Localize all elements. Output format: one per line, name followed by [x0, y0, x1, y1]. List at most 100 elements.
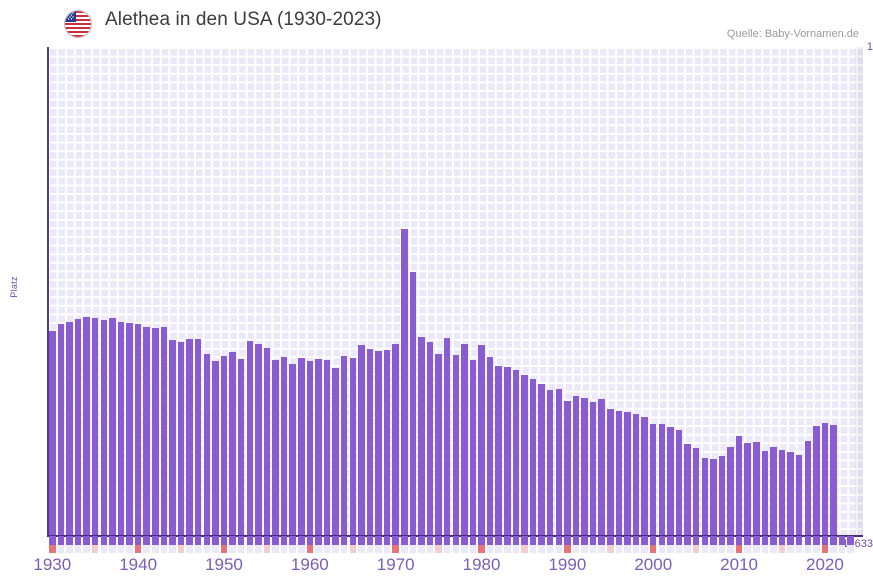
- bar[interactable]: [469, 359, 477, 536]
- bar[interactable]: [727, 446, 734, 536]
- x-axis-tick: [641, 536, 648, 545]
- bar[interactable]: [684, 444, 691, 536]
- bar[interactable]: [478, 345, 485, 536]
- bar[interactable]: [735, 435, 743, 536]
- bar[interactable]: [641, 416, 648, 536]
- bar[interactable]: [143, 326, 150, 536]
- bar[interactable]: [57, 324, 65, 536]
- bar[interactable]: [624, 411, 631, 536]
- bar[interactable]: [546, 390, 554, 536]
- bar[interactable]: [512, 370, 520, 536]
- bar[interactable]: [770, 446, 777, 536]
- bar[interactable]: [804, 440, 812, 536]
- bar[interactable]: [83, 316, 90, 536]
- bar[interactable]: [169, 339, 176, 536]
- bar[interactable]: [203, 353, 211, 536]
- bar[interactable]: [658, 424, 666, 536]
- bar[interactable]: [667, 427, 674, 536]
- bar[interactable]: [830, 425, 837, 536]
- bar[interactable]: [761, 450, 769, 536]
- bar[interactable]: [581, 397, 588, 536]
- bar[interactable]: [795, 454, 803, 536]
- bar[interactable]: [598, 399, 605, 536]
- bar[interactable]: [160, 327, 168, 536]
- bar[interactable]: [109, 318, 116, 536]
- x-axis-tick: [504, 536, 511, 545]
- bar[interactable]: [538, 383, 545, 536]
- bar[interactable]: [504, 367, 511, 536]
- bar[interactable]: [461, 343, 468, 536]
- bar[interactable]: [521, 374, 528, 536]
- bar[interactable]: [443, 338, 451, 536]
- bar[interactable]: [186, 339, 193, 536]
- bar[interactable]: [237, 358, 245, 536]
- bar[interactable]: [340, 356, 348, 536]
- bar[interactable]: [813, 425, 820, 536]
- bar[interactable]: [349, 357, 356, 536]
- bar[interactable]: [117, 321, 125, 536]
- bar[interactable]: [263, 348, 271, 536]
- bar[interactable]: [366, 349, 374, 536]
- bar[interactable]: [632, 413, 640, 536]
- bar[interactable]: [229, 352, 236, 536]
- bar[interactable]: [100, 319, 108, 536]
- bar[interactable]: [134, 324, 142, 536]
- x-axis-decade-marker: [589, 545, 597, 553]
- bar[interactable]: [220, 355, 228, 536]
- bar[interactable]: [650, 424, 657, 536]
- bar[interactable]: [91, 318, 99, 536]
- bar[interactable]: [358, 345, 365, 536]
- x-axis-decade-marker: [289, 545, 296, 553]
- bar[interactable]: [821, 423, 829, 536]
- bar[interactable]: [332, 367, 339, 536]
- bar[interactable]: [409, 272, 417, 536]
- bar[interactable]: [675, 429, 683, 536]
- bar[interactable]: [589, 401, 597, 536]
- bar[interactable]: [323, 359, 331, 536]
- bar[interactable]: [435, 354, 442, 536]
- bar[interactable]: [289, 363, 296, 536]
- bar[interactable]: [66, 321, 73, 536]
- bar[interactable]: [74, 318, 82, 536]
- x-axis-decade-marker: [753, 545, 760, 553]
- bar[interactable]: [212, 360, 219, 536]
- bar[interactable]: [280, 357, 288, 536]
- bar[interactable]: [529, 378, 537, 536]
- bar[interactable]: [564, 400, 571, 536]
- bar[interactable]: [615, 411, 623, 536]
- x-axis-tick: [821, 536, 829, 545]
- bar[interactable]: [787, 451, 794, 536]
- bar[interactable]: [375, 350, 382, 536]
- bar[interactable]: [255, 343, 262, 536]
- bar[interactable]: [194, 338, 202, 536]
- bar[interactable]: [572, 396, 580, 536]
- bar[interactable]: [701, 457, 708, 536]
- bar[interactable]: [177, 341, 185, 536]
- bar[interactable]: [152, 328, 159, 536]
- bar[interactable]: [306, 361, 314, 536]
- bar[interactable]: [778, 449, 786, 536]
- bar[interactable]: [49, 331, 56, 536]
- bar[interactable]: [315, 358, 322, 536]
- bar[interactable]: [298, 357, 305, 536]
- bar[interactable]: [418, 336, 425, 536]
- bar[interactable]: [555, 389, 563, 536]
- x-axis-decade-marker: [795, 545, 803, 553]
- bar[interactable]: [744, 442, 751, 536]
- bar[interactable]: [452, 354, 460, 536]
- bar[interactable]: [383, 349, 391, 536]
- bar[interactable]: [401, 229, 408, 536]
- bar[interactable]: [495, 365, 502, 536]
- bar[interactable]: [486, 357, 494, 536]
- bar[interactable]: [272, 360, 279, 536]
- bar[interactable]: [710, 459, 717, 536]
- bar[interactable]: [692, 448, 700, 536]
- plot-area: [48, 47, 863, 536]
- bar[interactable]: [392, 344, 399, 536]
- bar[interactable]: [753, 441, 760, 536]
- bar[interactable]: [246, 341, 253, 536]
- bar[interactable]: [607, 408, 614, 536]
- bar[interactable]: [426, 341, 434, 536]
- bar[interactable]: [126, 323, 133, 536]
- bar[interactable]: [718, 455, 726, 536]
